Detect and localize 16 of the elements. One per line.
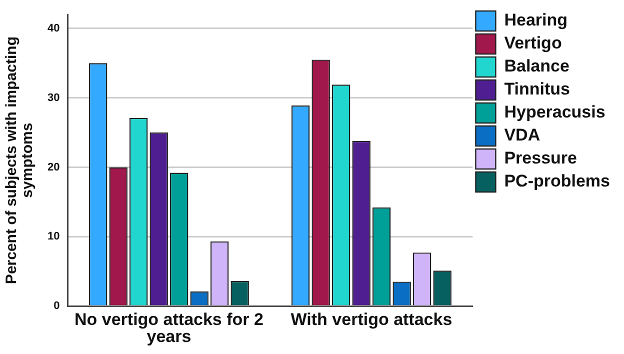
x-tick-label: No vertigo attacks for 2 years — [74, 310, 264, 346]
x-tick-label: With vertigo attacks — [290, 310, 452, 330]
legend-label: Hyperacusis — [504, 102, 606, 122]
legend-label: Tinnitus — [504, 80, 570, 99]
legend-label: Balance — [504, 56, 570, 76]
legend-label: Hearing — [504, 10, 568, 30]
y-tick-label: 30 — [47, 92, 60, 104]
y-tick-label: 40 — [47, 22, 60, 35]
legend-label: Vertigo — [504, 34, 562, 53]
y-tick-label: 10 — [47, 230, 60, 243]
y-tick-label: 0 — [54, 300, 60, 312]
y-tick-label: 20 — [47, 161, 60, 174]
y-axis-title: Percent of subjects with impacting symptoms — [3, 36, 36, 284]
legend-label: VDA — [504, 126, 540, 145]
legend-label: PC-problems — [504, 172, 610, 191]
legend-label: Pressure — [504, 148, 577, 168]
